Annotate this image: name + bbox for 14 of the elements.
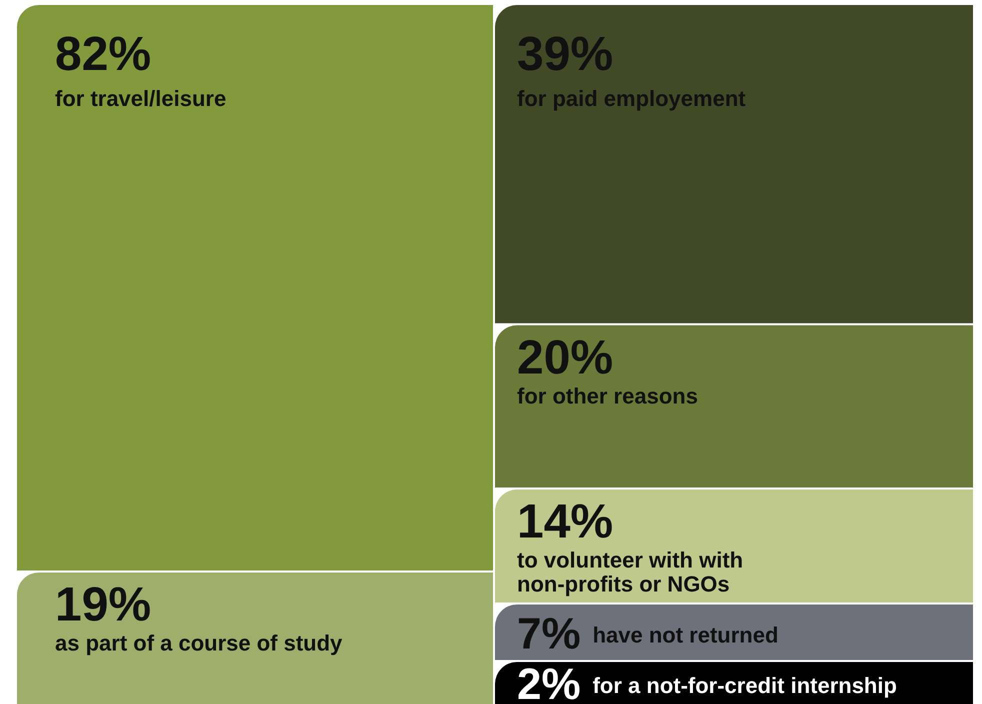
category-label: as part of a course of study [55,630,344,656]
category-label: for paid employement [517,86,746,111]
data-label: 2% [517,660,581,704]
data-label: 14% [517,496,614,549]
category-label: for travel/leisure [55,86,226,111]
category-label: have not returned [592,622,778,648]
category-label: for a not-for-credit internship [592,673,897,698]
category-label: for other reasons [517,383,698,408]
data-label: 7% [517,609,581,658]
data-label: 82% [55,28,152,81]
data-label: 39% [517,28,614,81]
category-label: to volunteer with with non-profits or NGOs [517,548,744,597]
data-label: 19% [55,578,152,632]
data-label: 20% [517,331,614,384]
